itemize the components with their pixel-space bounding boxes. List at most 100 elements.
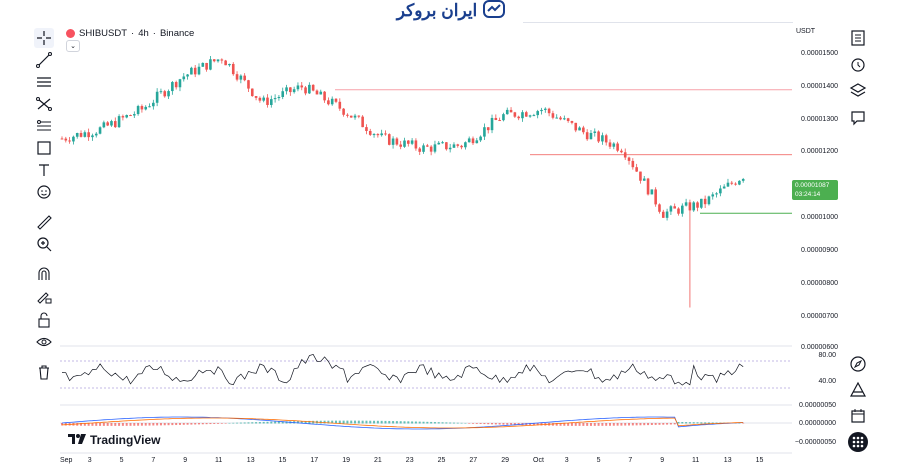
candle-body bbox=[722, 186, 726, 189]
macd-histogram-bar bbox=[327, 420, 330, 424]
macd-histogram-bar bbox=[300, 421, 303, 424]
candle-body bbox=[311, 84, 315, 91]
time-axis[interactable]: Sep 3 5 7 9 11 13 15 17 19 21 23 25 27 29 Oct 3 5 7 9 11 13 15 bbox=[60, 455, 792, 469]
emoji-icon[interactable] bbox=[34, 182, 54, 202]
candle-body bbox=[726, 182, 730, 187]
time-tick-label: 5 bbox=[596, 457, 601, 464]
alarm-icon[interactable] bbox=[848, 54, 868, 74]
macd-histogram-bar bbox=[217, 423, 220, 424]
macd-histogram-bar bbox=[616, 423, 619, 426]
chart-pane[interactable] bbox=[60, 22, 792, 467]
macd-histogram-bar bbox=[399, 421, 402, 424]
candle-body bbox=[524, 112, 528, 117]
candle-body bbox=[258, 97, 262, 101]
macd-tick-label: −0.00000050 bbox=[794, 439, 836, 446]
candle-body bbox=[635, 167, 638, 172]
candle-body bbox=[319, 91, 323, 95]
tradingview-logo[interactable]: TradingView bbox=[68, 433, 160, 447]
text-icon[interactable] bbox=[34, 160, 54, 180]
macd-histogram-bar bbox=[452, 422, 455, 424]
macd-histogram-bar bbox=[517, 423, 520, 426]
time-tick-label: 27 bbox=[469, 457, 478, 464]
macd-histogram-bar bbox=[106, 423, 109, 426]
bar-countdown: 03:24:14 bbox=[795, 191, 821, 198]
time-tick-label: Sep bbox=[60, 457, 73, 464]
candle-body bbox=[532, 115, 536, 117]
candle-body bbox=[566, 118, 570, 122]
candle-body bbox=[72, 136, 75, 142]
macd-histogram-bar bbox=[430, 421, 433, 424]
magnet-icon[interactable] bbox=[34, 264, 54, 284]
eye-icon[interactable] bbox=[34, 332, 54, 352]
candle-body bbox=[521, 112, 524, 119]
triangle-icon[interactable] bbox=[848, 380, 868, 400]
candle-body bbox=[159, 91, 163, 93]
chart-legend[interactable]: SHIBUSDT · 4h · Binance bbox=[66, 28, 194, 39]
trend-line-icon[interactable] bbox=[34, 50, 54, 70]
candle-body bbox=[555, 117, 559, 119]
macd-histogram-bar bbox=[513, 423, 516, 425]
price-scale[interactable]: 0.00001500 0.00001400 0.00001300 0.00001200… bbox=[792, 22, 844, 467]
time-tick-label: 7 bbox=[628, 457, 633, 464]
macd-histogram-bar bbox=[586, 423, 589, 426]
candle-body bbox=[174, 82, 178, 88]
macd-histogram-bar bbox=[133, 423, 136, 426]
candle-body bbox=[357, 115, 361, 117]
candle-body bbox=[304, 87, 307, 94]
candle-body bbox=[467, 138, 471, 143]
lock-draw-icon[interactable] bbox=[34, 286, 54, 306]
legend-collapse-button[interactable]: ⌄ bbox=[66, 40, 80, 52]
watchlist-icon[interactable] bbox=[848, 28, 868, 48]
candle-body bbox=[563, 118, 566, 120]
candle-body bbox=[98, 127, 102, 134]
candle-body bbox=[83, 132, 87, 137]
price-chart-svg[interactable] bbox=[60, 22, 792, 467]
trash-icon[interactable] bbox=[34, 362, 54, 382]
right-sidebar bbox=[844, 22, 872, 471]
zoom-icon[interactable] bbox=[34, 234, 54, 254]
chevron-down-icon: ⌄ bbox=[70, 43, 76, 50]
fib-icon[interactable] bbox=[34, 116, 54, 136]
macd-histogram-bar bbox=[532, 423, 535, 426]
candle-body bbox=[471, 138, 475, 144]
rectangle-icon[interactable] bbox=[34, 138, 54, 158]
currency-label[interactable]: USDT bbox=[796, 28, 816, 35]
candle-body bbox=[589, 132, 593, 140]
price-tick-label: 0.00001500 bbox=[801, 50, 838, 57]
candle-body bbox=[338, 101, 342, 109]
macd-histogram-bar bbox=[137, 423, 140, 426]
layers-icon[interactable] bbox=[848, 80, 868, 100]
macd-histogram-bar bbox=[205, 423, 208, 425]
macd-histogram-bar bbox=[102, 423, 105, 426]
price-tick-label: 0.00000800 bbox=[801, 280, 838, 287]
macd-histogram-bar bbox=[502, 423, 505, 425]
macd-histogram-bar bbox=[209, 423, 212, 425]
time-tick-label: 23 bbox=[405, 457, 414, 464]
rsi-line bbox=[61, 353, 744, 386]
calendar-icon[interactable] bbox=[848, 406, 868, 426]
time-tick-label: 7 bbox=[151, 457, 156, 464]
chat-icon[interactable] bbox=[848, 108, 868, 128]
candle-body bbox=[620, 150, 623, 153]
macd-histogram-bar bbox=[148, 423, 151, 426]
macd-histogram-bar bbox=[61, 423, 63, 426]
candle-body bbox=[627, 157, 631, 161]
crosshair-icon[interactable] bbox=[34, 28, 54, 48]
candle-body bbox=[574, 122, 578, 131]
candle-body bbox=[250, 88, 254, 97]
tv-brand-name: TradingView bbox=[90, 433, 161, 447]
horizontal-lines-icon[interactable] bbox=[34, 72, 54, 92]
macd-histogram-bar bbox=[64, 423, 67, 426]
candle-body bbox=[300, 85, 304, 88]
macd-histogram-bar bbox=[114, 423, 117, 426]
price-tick-label: 0.00000700 bbox=[801, 313, 838, 320]
price-tick-label: 0.00001300 bbox=[801, 116, 838, 123]
macd-histogram-bar bbox=[669, 423, 672, 425]
grid-icon[interactable] bbox=[848, 432, 868, 452]
compass-icon[interactable] bbox=[848, 354, 868, 374]
pattern-icon[interactable] bbox=[34, 94, 54, 114]
candle-body bbox=[700, 198, 703, 208]
macd-histogram-bar bbox=[395, 421, 398, 424]
lock-icon[interactable] bbox=[34, 310, 54, 330]
ruler-icon[interactable] bbox=[34, 212, 54, 232]
